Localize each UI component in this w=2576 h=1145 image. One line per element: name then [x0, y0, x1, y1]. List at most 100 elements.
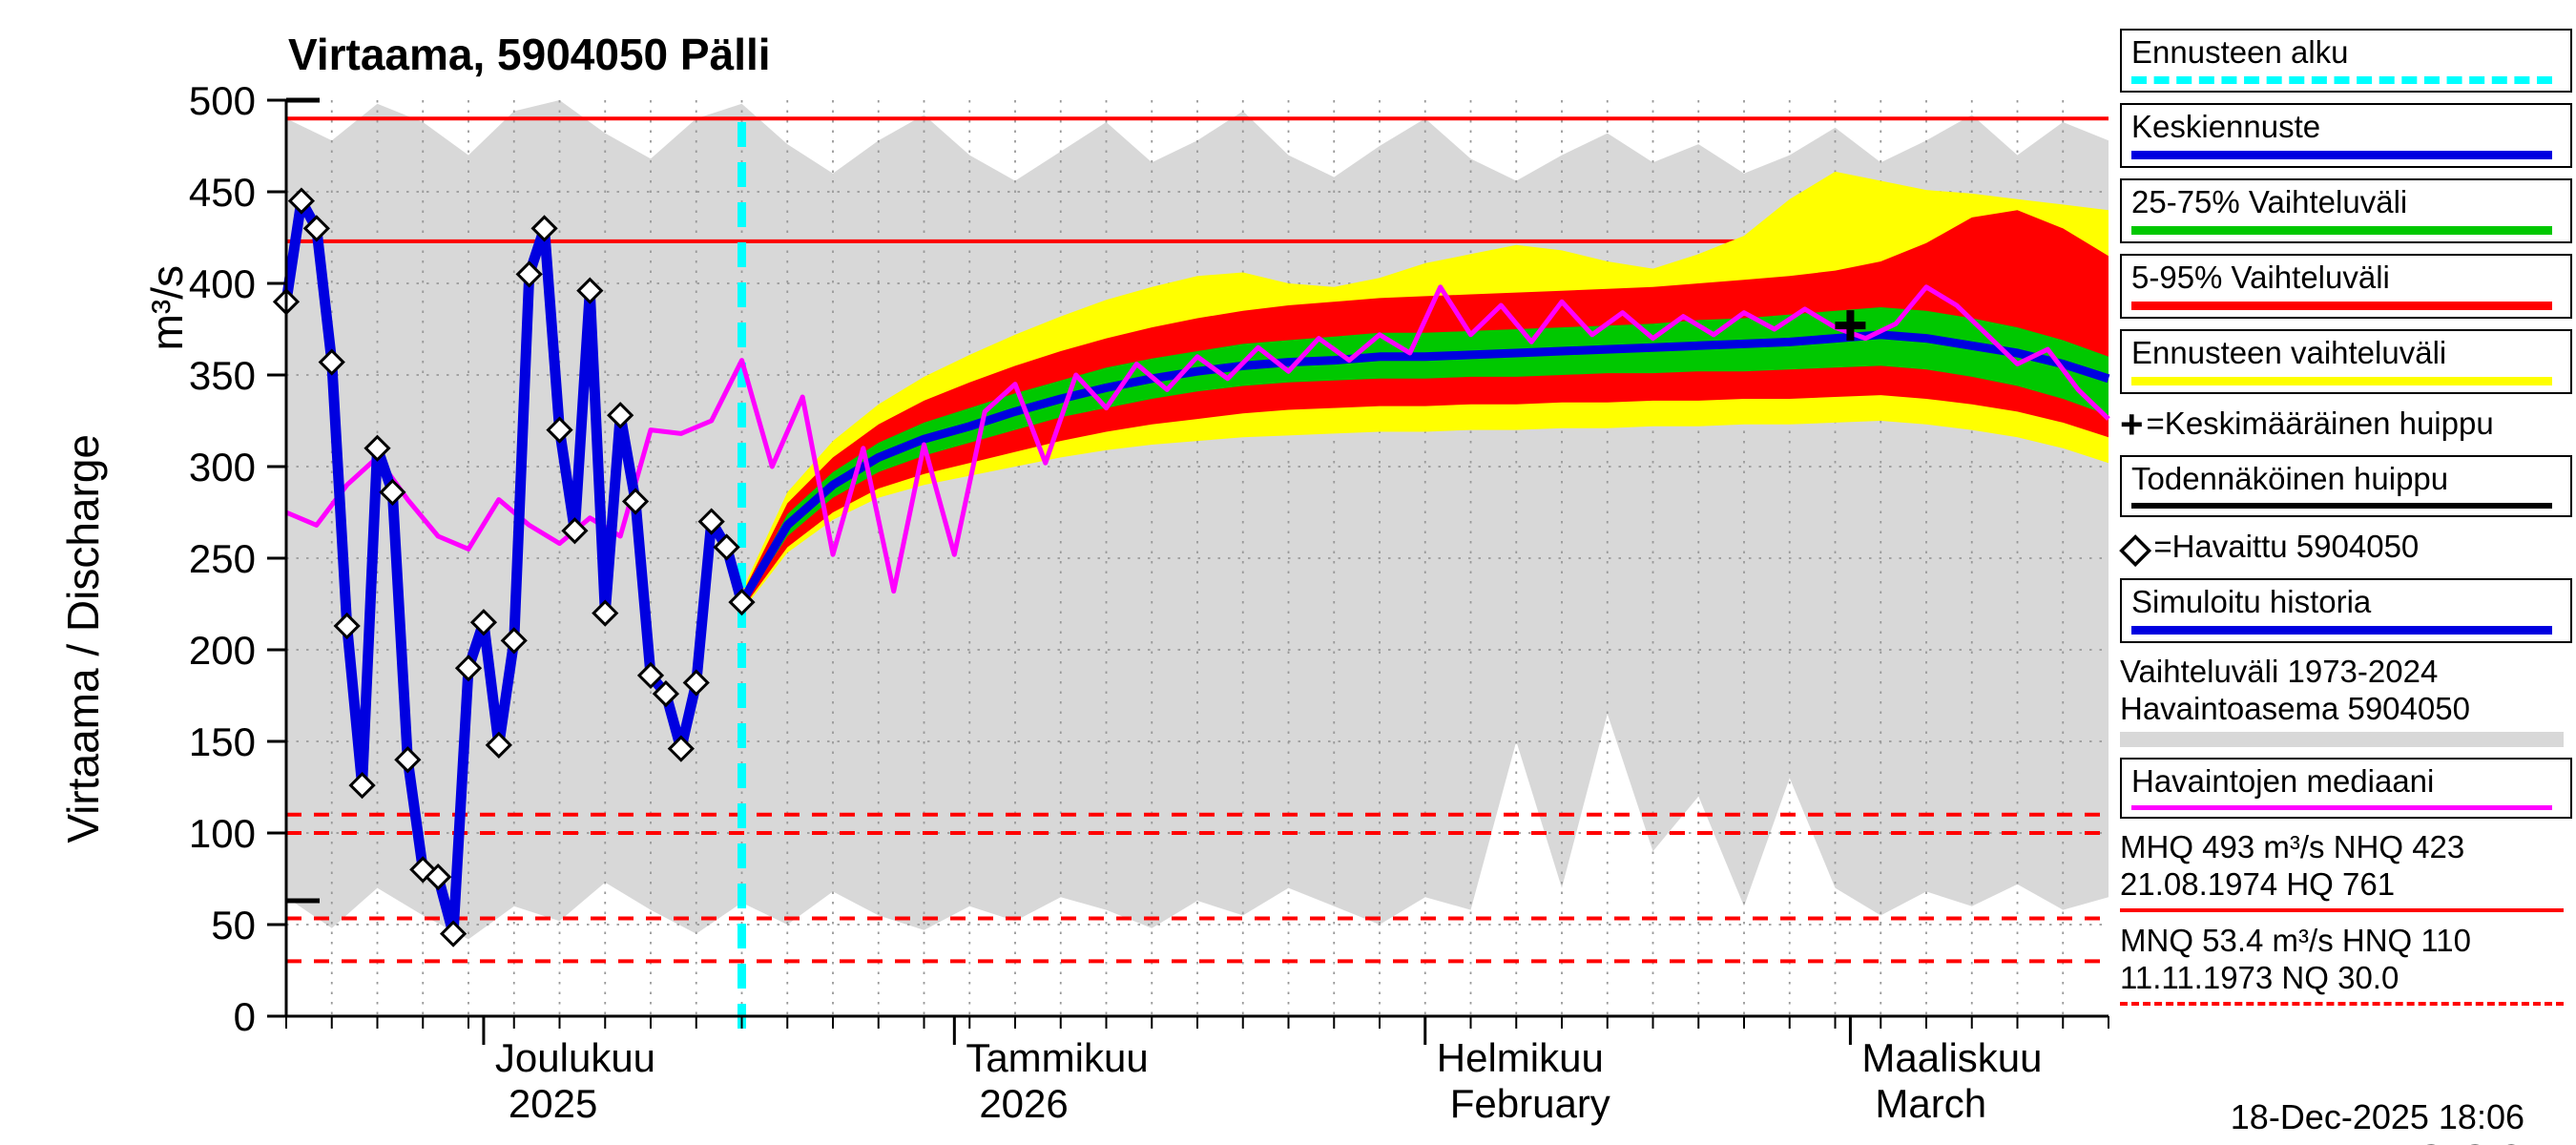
legend-label-line2: Havaintoasema 5904050 — [2120, 690, 2470, 726]
band-5-95 — [741, 210, 2109, 610]
legend-entry-median-forecast: Keskiennuste — [2120, 102, 2572, 168]
legend-marker-forecast-range — [2131, 376, 2552, 385]
legend-entry-average-peak: + =Keskimääräinen huippu — [2120, 401, 2572, 447]
y-tick-label: 200 — [189, 628, 256, 673]
legend-label: MHQ 493 m³/s NHQ 423 — [2120, 829, 2465, 865]
month-label: Helmikuu — [1437, 1035, 1604, 1080]
observed-marker — [454, 655, 483, 682]
month-label: Tammikuu — [966, 1035, 1148, 1080]
observed-marker — [500, 627, 528, 655]
legend-label: 5-95% Vaihteluväli — [2131, 259, 2390, 295]
legend-panel: Ennusteen alku Keskiennuste 25-75% Vaihtel… — [2120, 29, 2572, 1007]
legend-entry-mnq-stats: MNQ 53.4 m³/s HNQ 110 11.11.1973 NQ 30.0 — [2120, 923, 2572, 1007]
month-sublabel: 2026 — [979, 1081, 1068, 1126]
observed-marker — [546, 416, 573, 444]
legend-entry-forecast-start: Ennusteen alku — [2120, 29, 2572, 93]
y-tick-label: 150 — [189, 719, 256, 764]
legend-label-line2: 21.08.1974 HQ 761 — [2120, 866, 2396, 903]
diamond-marker-icon: ◇ — [2120, 524, 2151, 570]
observed-marker — [607, 402, 634, 429]
observed-marker — [394, 746, 422, 774]
observed-marker — [439, 920, 467, 947]
observed-marker — [576, 277, 604, 304]
legend-entry-range-5-95: 5-95% Vaihteluväli — [2120, 253, 2572, 319]
plus-marker-icon: + — [2120, 401, 2144, 447]
legend-marker-range-5-95 — [2131, 301, 2552, 310]
observed-marker — [682, 669, 710, 697]
observed-marker — [667, 735, 695, 762]
legend-marker-range-25-75 — [2131, 225, 2552, 235]
observed-marker — [287, 187, 316, 215]
legend-label: Vaihteluväli 1973-2024 — [2120, 653, 2439, 689]
legend-marker-mhq-stats — [2120, 908, 2564, 913]
month-sublabel: February — [1450, 1081, 1610, 1126]
legend-label: Keskiennuste — [2131, 108, 2321, 144]
legend-glyph-row: ◇ =Havaittu 5904050 — [2120, 524, 2572, 570]
legend-entry-historical-range: Vaihteluväli 1973-2024 Havaintoasema 5904… — [2120, 653, 2572, 748]
legend-label: Simuloitu historia — [2131, 583, 2372, 619]
legend-label-line2: 11.11.1973 NQ 30.0 — [2120, 960, 2399, 996]
y-tick-label: 450 — [189, 170, 256, 215]
y-tick-label: 300 — [189, 445, 256, 489]
legend-entry-simulated-history: Simuloitu historia — [2120, 577, 2572, 643]
y-tick-label: 100 — [189, 811, 256, 856]
legend-marker-mnq-stats — [2120, 1002, 2564, 1007]
month-sublabel: 2025 — [509, 1081, 597, 1126]
observed-marker — [333, 612, 361, 640]
observed-marker — [636, 661, 665, 690]
legend-marker-historical-range — [2120, 732, 2564, 748]
observed-marker — [302, 215, 330, 242]
observed-marker — [348, 771, 376, 800]
legend-marker-probable-peak — [2131, 502, 2552, 509]
legend-label: Ennusteen alku — [2131, 34, 2349, 70]
observed-marker — [425, 863, 452, 891]
chart-title: Virtaama, 5904050 Pälli — [288, 30, 771, 79]
observed-marker — [621, 488, 650, 515]
observed-marker — [530, 215, 558, 242]
observed-marker — [379, 478, 406, 507]
legend-entry-observations-median: Havaintojen mediaani — [2120, 758, 2572, 820]
observed-marker — [592, 599, 619, 627]
legend-label: MNQ 53.4 m³/s HNQ 110 — [2120, 923, 2471, 959]
legend-entry-range-25-75: 25-75% Vaihteluväli — [2120, 177, 2572, 243]
observed-marker — [364, 434, 391, 462]
legend-label: Havaintojen mediaani — [2131, 763, 2435, 800]
legend-glyph-row: + =Keskimääräinen huippu — [2120, 401, 2572, 447]
y-tick-label: 350 — [189, 353, 256, 398]
y-axis-label: Virtaama / Discharge — [58, 434, 108, 843]
y-tick-label: 500 — [189, 78, 256, 123]
timestamp-watermark: 18-Dec-2025 18:06 WSFS-O — [2230, 1097, 2524, 1145]
legend-marker-median-forecast — [2131, 150, 2552, 159]
observed-marker — [318, 348, 345, 376]
legend-label: Todennäköinen huippu — [2131, 460, 2449, 496]
legend-label: 25-75% Vaihteluväli — [2131, 183, 2408, 219]
y-tick-label: 400 — [189, 261, 256, 306]
observed-marker — [697, 508, 725, 535]
legend-entry-observed: ◇ =Havaittu 5904050 — [2120, 524, 2572, 570]
y-tick-label: 0 — [234, 994, 256, 1039]
observed-marker — [652, 679, 680, 708]
y-tick-label: 50 — [211, 903, 256, 947]
legend-entry-mhq-stats: MHQ 493 m³/s NHQ 423 21.08.1974 HQ 761 — [2120, 829, 2572, 913]
legend-marker-observations-median — [2131, 805, 2552, 811]
observed-marker — [515, 260, 543, 288]
y-axis-unit-label: m³/s — [142, 265, 192, 351]
month-label: Maaliskuu — [1861, 1035, 2042, 1080]
legend-label: =Keskimääräinen huippu — [2146, 406, 2494, 442]
observed-marker — [713, 533, 740, 561]
observed-marker — [728, 588, 756, 616]
legend-label: Ennusteen vaihteluväli — [2131, 334, 2447, 370]
observed-marker — [485, 731, 512, 759]
legend-marker-forecast-start — [2131, 75, 2552, 84]
legend-entry-forecast-range: Ennusteen vaihteluväli — [2120, 328, 2572, 394]
legend-entry-probable-peak: Todennäköinen huippu — [2120, 454, 2572, 517]
legend-label: =Havaittu 5904050 — [2153, 529, 2420, 565]
month-label: Joulukuu — [495, 1035, 655, 1080]
y-tick-label: 250 — [189, 536, 256, 581]
month-sublabel: March — [1875, 1081, 1986, 1126]
observed-marker — [469, 609, 498, 636]
median-forecast-line — [737, 330, 2110, 605]
legend-marker-simulated-history — [2131, 625, 2552, 635]
